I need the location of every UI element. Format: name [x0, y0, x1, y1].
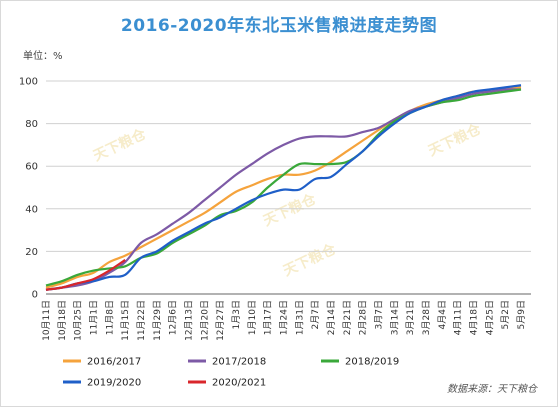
y-tick-label: 80: [25, 119, 38, 130]
series-line-2020-2021: [45, 259, 126, 291]
x-tick-label: 10月11日: [41, 300, 52, 341]
watermark-text: 天下粮仓: [261, 190, 320, 229]
x-tick-label: 3月28日: [421, 300, 432, 335]
x-tick-label: 11月22日: [136, 300, 147, 341]
x-tick-label: 3月7日: [374, 300, 385, 329]
x-tick-label: 12月27日: [215, 300, 226, 341]
x-tick-label: 1月31日: [294, 300, 305, 335]
x-tick-label: 1月24日: [279, 300, 290, 335]
x-tick-label: 10月18日: [57, 300, 68, 341]
chart-title: 2016-2020年东北玉米售粮进度走势图: [120, 16, 438, 36]
y-tick-label: 40: [25, 204, 38, 215]
watermark-text: 天下粮仓: [91, 125, 150, 164]
x-tick-label: 11月8日: [104, 300, 115, 335]
legend-label: 2020/2021: [212, 378, 266, 389]
x-tick-label: 11月15日: [120, 300, 131, 341]
x-tick-label: 2月28日: [358, 300, 369, 335]
x-tick-label: 1月3日: [231, 300, 242, 329]
x-tick-label: 2月7日: [310, 300, 321, 329]
x-tick-label: 4月18日: [469, 300, 480, 335]
legend-label: 2018/2019: [345, 357, 399, 368]
watermark-text: 天下粮仓: [426, 120, 485, 159]
series-line-2018-2019: [45, 88, 522, 287]
legend-label: 2016/2017: [87, 357, 141, 368]
series-line-2016-2017: [45, 86, 522, 289]
legend-label: 2017/2018: [212, 357, 266, 368]
x-tick-label: 12月20日: [199, 300, 210, 341]
legend-label: 2019/2020: [87, 378, 141, 389]
x-tick-label: 11月1日: [89, 300, 100, 335]
x-tick-label: 4月25日: [484, 300, 495, 335]
x-tick-label: 5月9日: [516, 300, 527, 329]
y-axis-unit-label: 单位：%: [23, 51, 63, 62]
x-tick-label: 5月2日: [500, 300, 511, 329]
y-tick-label: 20: [25, 247, 38, 258]
x-tick-label: 10月25日: [73, 300, 84, 341]
x-tick-label: 4月4日: [437, 300, 448, 329]
source-note: 数据来源：天下粮仓: [447, 384, 537, 395]
x-tick-label: 2月14日: [326, 300, 337, 335]
x-tick-label: 4月11日: [453, 300, 464, 335]
y-tick-label: 100: [19, 77, 38, 88]
x-tick-label: 2月21日: [342, 300, 353, 335]
y-tick-label: 0: [32, 290, 38, 301]
watermark-text: 天下粮仓: [281, 240, 340, 279]
x-tick-label: 3月21日: [405, 300, 416, 335]
x-tick-label: 12月13日: [184, 300, 195, 341]
x-tick-label: 11月29日: [152, 300, 163, 341]
x-tick-label: 3月14日: [389, 300, 400, 335]
x-tick-label: 1月17日: [263, 300, 274, 335]
y-tick-label: 60: [25, 162, 38, 173]
x-tick-label: 1月10日: [247, 300, 258, 335]
x-tick-label: 12月6日: [168, 300, 179, 335]
